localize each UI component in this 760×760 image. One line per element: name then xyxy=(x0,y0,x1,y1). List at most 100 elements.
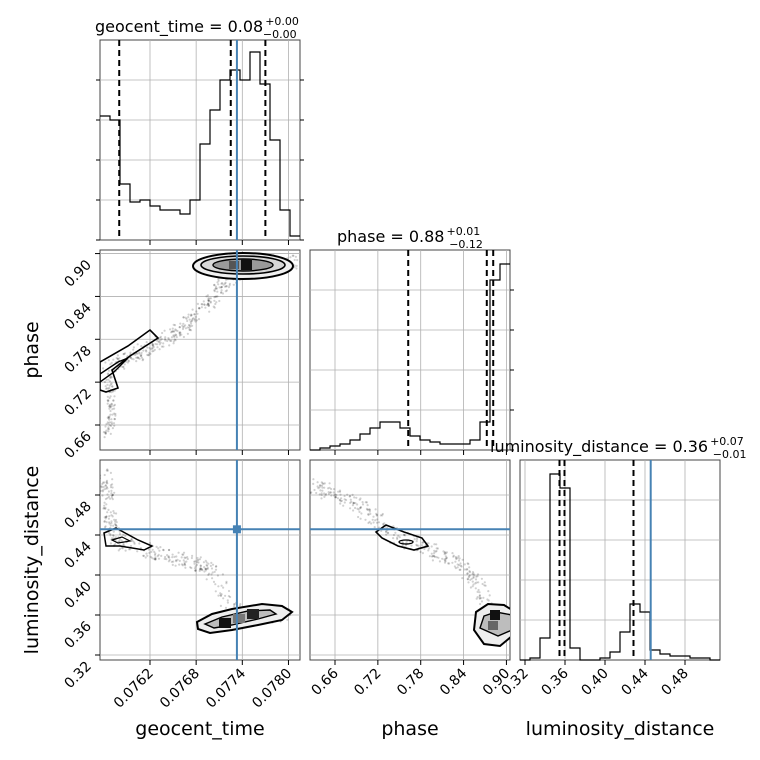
scatter-point xyxy=(468,566,471,569)
scatter-point xyxy=(108,415,111,418)
y-tick-label: 0.90 xyxy=(61,257,94,290)
scatter-point xyxy=(108,424,111,427)
scatter-point xyxy=(483,581,486,584)
scatter-density xyxy=(310,478,510,627)
x-tick-label: 0.0780 xyxy=(249,666,295,712)
scatter-point xyxy=(142,349,145,352)
scatter-point xyxy=(382,523,385,526)
scatter-point xyxy=(334,496,337,499)
x-tick-label: 0.0762 xyxy=(111,666,157,712)
x-tick-label: 0.72 xyxy=(351,666,384,699)
scatter-point xyxy=(144,349,147,352)
scatter-point xyxy=(178,563,181,566)
scatter-point xyxy=(194,560,197,563)
scatter-point xyxy=(107,490,110,493)
scatter-point xyxy=(214,583,217,586)
scatter-point xyxy=(186,556,189,559)
scatter-point xyxy=(221,573,224,576)
scatter-point xyxy=(293,264,296,267)
scatter-point xyxy=(162,549,165,552)
scatter-point xyxy=(461,558,464,561)
scatter-point xyxy=(367,513,370,516)
scatter-point xyxy=(472,572,475,575)
scatter-point xyxy=(295,264,298,267)
panel-phase-marginal xyxy=(309,249,511,451)
scatter-point xyxy=(145,341,148,344)
scatter-point xyxy=(111,427,114,430)
scatter-point xyxy=(452,555,455,558)
panel-luminosity-distance-vs-phase xyxy=(309,459,511,661)
scatter-point xyxy=(105,515,108,518)
grid xyxy=(100,40,300,240)
scatter-point xyxy=(466,577,469,581)
scatter-point xyxy=(182,551,186,554)
scatter-point xyxy=(320,493,323,497)
scatter-point xyxy=(416,544,419,547)
scatter-point xyxy=(105,480,108,483)
scatter-point xyxy=(152,557,155,560)
scatter-point xyxy=(109,375,112,378)
scatter-point xyxy=(107,531,110,534)
scatter-point xyxy=(183,563,186,566)
scatter-point xyxy=(111,413,114,416)
scatter-point xyxy=(343,498,346,501)
scatter-point xyxy=(139,354,142,357)
scatter-point xyxy=(299,260,300,263)
scatter-point xyxy=(102,481,105,484)
scatter-point xyxy=(488,594,491,597)
scatter-point xyxy=(108,416,111,419)
scatter-point xyxy=(315,491,318,495)
scatter-point xyxy=(110,418,113,421)
scatter-point xyxy=(194,315,197,318)
scatter-point xyxy=(211,563,215,566)
scatter-point xyxy=(163,329,166,332)
scatter-point xyxy=(430,552,433,555)
scatter-point xyxy=(221,292,225,295)
scatter-point xyxy=(379,514,382,517)
scatter-point xyxy=(343,501,346,504)
scatter-point xyxy=(459,562,462,565)
scatter-point xyxy=(437,556,440,559)
scatter-point xyxy=(107,399,110,402)
scatter-point xyxy=(467,576,470,579)
histogram xyxy=(100,51,300,237)
scatter-point xyxy=(131,540,134,543)
scatter-point xyxy=(216,290,219,293)
scatter-point xyxy=(339,500,342,503)
scatter-point xyxy=(222,597,225,600)
scatter-point xyxy=(337,490,340,493)
y-tick-label: 0.78 xyxy=(61,343,94,376)
scatter-point xyxy=(200,568,203,571)
scatter-point xyxy=(327,492,330,496)
scatter-point xyxy=(108,421,111,424)
scatter-point xyxy=(167,338,170,341)
contour-levels xyxy=(103,527,294,635)
scatter-point xyxy=(332,488,336,491)
scatter-point xyxy=(158,340,161,343)
scatter-point xyxy=(199,564,202,568)
scatter-point xyxy=(323,492,326,495)
scatter-point xyxy=(435,549,438,553)
scatter-point xyxy=(187,323,191,327)
scatter-point xyxy=(476,590,479,594)
scatter-point xyxy=(211,577,214,580)
scatter-point xyxy=(118,547,122,551)
scatter-point xyxy=(199,556,202,559)
scatter-point xyxy=(336,497,339,500)
scatter-point xyxy=(319,489,322,492)
scatter-point xyxy=(192,317,195,320)
scatter-point xyxy=(106,468,109,471)
scatter-point xyxy=(214,568,218,571)
scatter-point xyxy=(211,571,214,574)
scatter-point xyxy=(196,312,199,315)
scatter-point xyxy=(349,507,352,510)
scatter-point xyxy=(401,540,404,544)
scatter-point xyxy=(107,426,110,429)
scatter-point xyxy=(200,568,203,571)
scatter-point xyxy=(191,324,194,327)
scatter-point xyxy=(101,489,104,492)
scatter-point xyxy=(146,346,149,349)
scatter-point xyxy=(128,548,131,551)
scatter-point xyxy=(204,306,207,309)
scatter-point xyxy=(112,534,115,537)
